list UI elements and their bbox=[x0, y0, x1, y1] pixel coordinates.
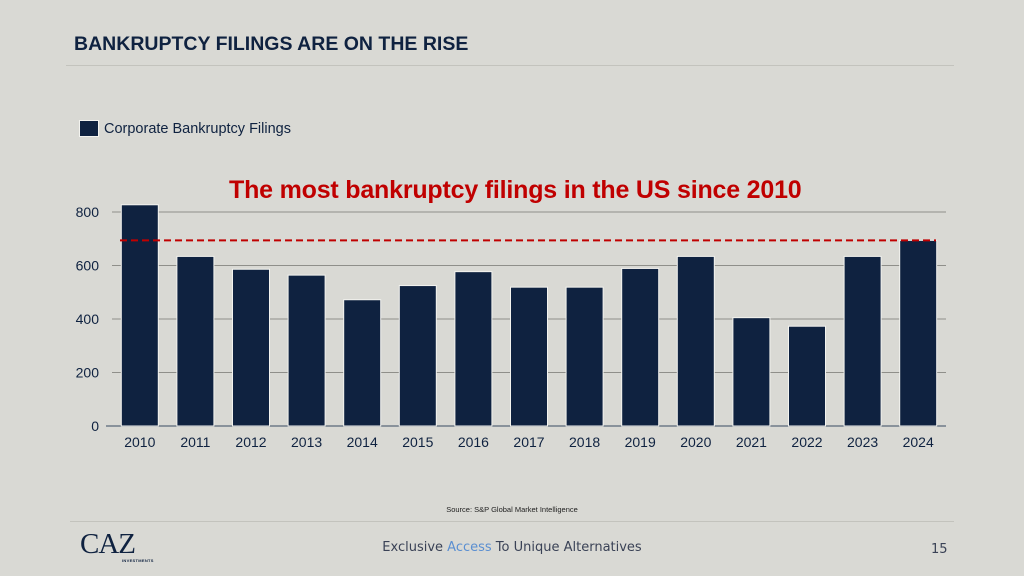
tagline: Exclusive Access To Unique Alternatives bbox=[0, 540, 1024, 555]
legend-swatch bbox=[79, 120, 99, 137]
x-tick-label: 2021 bbox=[736, 434, 767, 450]
logo-wordmark: CAZ bbox=[80, 528, 136, 560]
caz-logo: CAZ INVESTMENTS bbox=[80, 528, 154, 564]
y-tick-label: 600 bbox=[76, 258, 100, 274]
x-tick-label: 2019 bbox=[625, 434, 656, 450]
bar bbox=[287, 274, 326, 427]
title-divider bbox=[66, 65, 954, 66]
logo-subtext: INVESTMENTS bbox=[122, 558, 154, 563]
tagline-pre: Exclusive bbox=[382, 540, 448, 555]
y-tick-label: 200 bbox=[76, 365, 100, 381]
tagline-accent: Access bbox=[447, 540, 492, 555]
x-tick-labels: 2010 2011 2012 2013 2014 2015 2016 2017 2018 2019… bbox=[124, 434, 934, 450]
bar bbox=[454, 271, 493, 427]
bar bbox=[676, 255, 715, 427]
bar bbox=[176, 255, 215, 427]
y-tick-label: 400 bbox=[76, 311, 100, 327]
bar bbox=[232, 268, 270, 427]
y-tick-labels: 0 200 400 600 800 bbox=[76, 204, 100, 434]
bar bbox=[621, 267, 660, 427]
x-tick-label: 2012 bbox=[235, 434, 266, 450]
legend-label: Corporate Bankruptcy Filings bbox=[104, 120, 291, 137]
x-tick-label: 2010 bbox=[124, 434, 155, 450]
x-tick-label: 2018 bbox=[569, 434, 600, 450]
chart-legend: Corporate Bankruptcy Filings bbox=[79, 120, 291, 137]
tagline-post: To Unique Alternatives bbox=[491, 540, 642, 555]
bar bbox=[398, 285, 437, 427]
bar bbox=[565, 286, 604, 427]
slide-title: BANKRUPTCY FILINGS ARE ON THE RISE bbox=[74, 33, 469, 55]
bar bbox=[732, 317, 771, 427]
bar bbox=[510, 286, 548, 427]
footer-divider bbox=[70, 521, 954, 522]
bar bbox=[899, 239, 938, 427]
y-tick-label: 0 bbox=[91, 418, 99, 434]
bar bbox=[788, 325, 826, 427]
chart-annotation: The most bankruptcy filings in the US si… bbox=[229, 176, 802, 204]
x-tick-label: 2015 bbox=[402, 434, 433, 450]
x-tick-label: 2013 bbox=[291, 434, 322, 450]
x-tick-label: 2020 bbox=[680, 434, 711, 450]
x-tick-label: 2022 bbox=[791, 434, 822, 450]
y-tick-label: 800 bbox=[76, 204, 100, 220]
x-tick-label: 2016 bbox=[458, 434, 489, 450]
page-number: 15 bbox=[931, 542, 948, 557]
x-tick-label: 2023 bbox=[847, 434, 878, 450]
bar bbox=[120, 204, 159, 427]
source-note: Source: S&P Global Market Intelligence bbox=[446, 505, 578, 514]
bar bbox=[343, 299, 382, 427]
x-tick-label: 2024 bbox=[903, 434, 934, 450]
bar bbox=[843, 255, 882, 427]
x-tick-label: 2014 bbox=[347, 434, 378, 450]
x-tick-label: 2017 bbox=[513, 434, 544, 450]
x-tick-label: 2011 bbox=[180, 434, 210, 450]
bars bbox=[120, 204, 938, 427]
